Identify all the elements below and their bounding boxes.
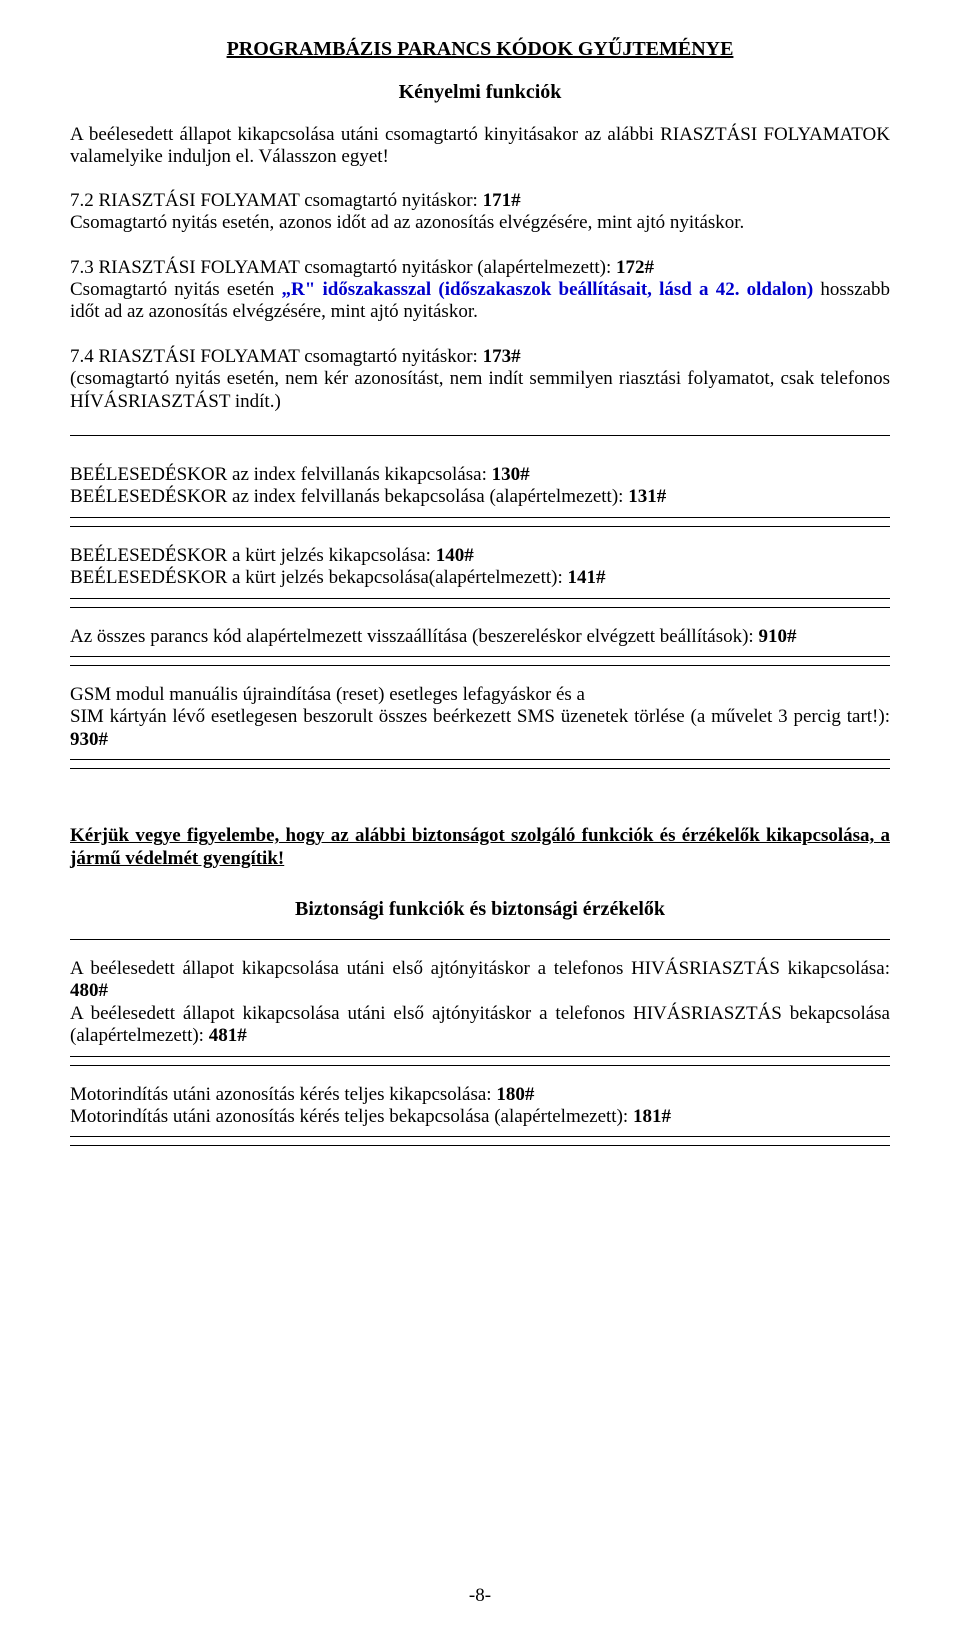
p73-code: 172# <box>616 257 654 278</box>
section-subtitle: Kényelmi funkciók <box>70 81 890 104</box>
section-subtitle-2: Biztonsági funkciók és biztonsági érzéke… <box>70 898 890 921</box>
reset-all-code: 910# <box>758 626 796 647</box>
p73-body1: Csomagtartó nyitás esetén <box>70 279 282 300</box>
reset-all-text: Az összes parancs kód alapértelmezett vi… <box>70 626 758 647</box>
doorcall-on-text: A beélesedett állapot kikapcsolása utáni… <box>70 1003 890 1046</box>
p73-body-highlight: „R" időszakasszal (időszakaszok beállítá… <box>282 279 814 300</box>
reset-all-block: Az összes parancs kód alapértelmezett vi… <box>70 626 890 648</box>
separator <box>70 435 890 436</box>
separator <box>70 939 890 940</box>
doorcall-off-text: A beélesedett állapot kikapcsolása utáni… <box>70 958 890 979</box>
page-number: -8- <box>0 1585 960 1607</box>
document-page: PROGRAMBÁZIS PARANCS KÓDOK GYŰJTEMÉNYE K… <box>0 0 960 1629</box>
p73-lead: 7.3 RIASZTÁSI FOLYAMAT csomagtartó nyitá… <box>70 257 616 278</box>
separator <box>70 665 890 666</box>
separator <box>70 607 890 608</box>
horn-on-text: BEÉLESEDÉSKOR a kürt jelzés bekapcsolása… <box>70 567 568 588</box>
motorid-off-text: Motorindítás utáni azonosítás kérés telj… <box>70 1084 496 1105</box>
separator <box>70 517 890 518</box>
index-off-text: BEÉLESEDÉSKOR az index felvillanás kikap… <box>70 464 492 485</box>
horn-off-code: 140# <box>436 545 474 566</box>
motorid-on-text: Motorindítás utáni azonosítás kérés telj… <box>70 1106 633 1127</box>
p72-body: Csomagtartó nyitás esetén, azonos időt a… <box>70 212 744 233</box>
index-off-code: 130# <box>492 464 530 485</box>
separator <box>70 526 890 527</box>
gsm-line2: SIM kártyán lévő esetlegesen beszorult ö… <box>70 706 890 727</box>
motorid-block: Motorindítás utáni azonosítás kérés telj… <box>70 1084 890 1129</box>
doorcall-block: A beélesedett állapot kikapcsolása utáni… <box>70 958 890 1048</box>
index-on-text: BEÉLESEDÉSKOR az index felvillanás bekap… <box>70 486 628 507</box>
separator <box>70 768 890 769</box>
horn-off-text: BEÉLESEDÉSKOR a kürt jelzés kikapcsolása… <box>70 545 436 566</box>
gsm-line1: GSM modul manuális újraindítása (reset) … <box>70 684 585 705</box>
motorid-on-code: 181# <box>633 1106 671 1127</box>
intro-paragraph: A beélesedett állapot kikapcsolása utáni… <box>70 124 890 168</box>
p74-code: 173# <box>483 346 521 367</box>
paragraph-7-4: 7.4 RIASZTÁSI FOLYAMAT csomagtartó nyitá… <box>70 346 890 413</box>
p72-code: 171# <box>483 190 521 211</box>
paragraph-7-3: 7.3 RIASZTÁSI FOLYAMAT csomagtartó nyitá… <box>70 257 890 324</box>
paragraph-7-2: 7.2 RIASZTÁSI FOLYAMAT csomagtartó nyitá… <box>70 190 890 235</box>
separator <box>70 656 890 657</box>
separator <box>70 1065 890 1066</box>
separator <box>70 1145 890 1146</box>
separator <box>70 598 890 599</box>
doorcall-on-code: 481# <box>209 1025 247 1046</box>
separator <box>70 759 890 760</box>
horn-block: BEÉLESEDÉSKOR a kürt jelzés kikapcsolása… <box>70 545 890 590</box>
p74-lead: 7.4 RIASZTÁSI FOLYAMAT csomagtartó nyitá… <box>70 346 483 367</box>
p74-body: (csomagtartó nyitás esetén, nem kér azon… <box>70 368 890 411</box>
doorcall-off-code: 480# <box>70 980 108 1001</box>
warning-notice: Kérjük vegye figyelembe, hogy az alábbi … <box>70 825 890 870</box>
gsm-block: GSM modul manuális újraindítása (reset) … <box>70 684 890 751</box>
index-block: BEÉLESEDÉSKOR az index felvillanás kikap… <box>70 464 890 509</box>
motorid-off-code: 180# <box>496 1084 534 1105</box>
index-on-code: 131# <box>628 486 666 507</box>
separator <box>70 1136 890 1137</box>
gsm-code: 930# <box>70 729 108 750</box>
separator <box>70 1056 890 1057</box>
p72-lead: 7.2 RIASZTÁSI FOLYAMAT csomagtartó nyitá… <box>70 190 483 211</box>
page-title: PROGRAMBÁZIS PARANCS KÓDOK GYŰJTEMÉNYE <box>70 38 890 61</box>
horn-on-code: 141# <box>568 567 606 588</box>
